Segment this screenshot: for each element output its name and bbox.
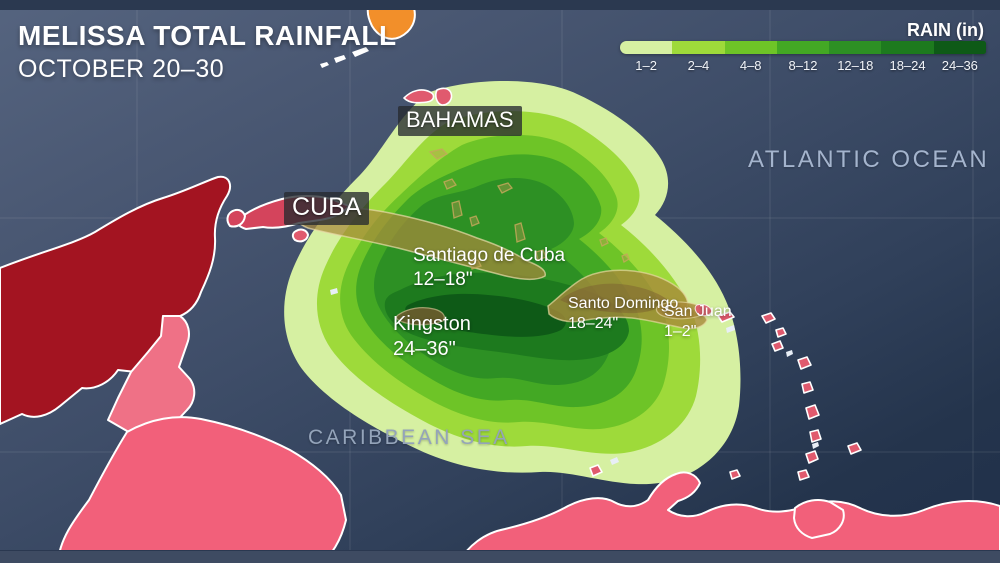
cuba-label: CUBA	[284, 192, 370, 225]
south-america-coast-landmass	[457, 471, 1000, 563]
annotation-san-juan: San Juan 1–2"	[664, 302, 732, 342]
legend-title: RAIN (in)	[907, 20, 984, 40]
annotation-city: Santiago de Cuba	[413, 245, 566, 266]
annotation-santo-domingo: Santo Domingo 18–24"	[568, 294, 678, 334]
annotation-city: Kingston	[393, 313, 471, 335]
annotation-city: San Juan	[664, 303, 732, 320]
legend-label-18-24: 18–24	[889, 58, 926, 73]
honduras-nicaragua-landmass	[57, 416, 347, 563]
atlantic-ocean-label: ATLANTIC OCEAN	[748, 146, 990, 173]
legend-label-12-18: 12–18	[837, 58, 874, 73]
legend-swatch-1-2	[620, 41, 673, 54]
cuba-west-cape	[226, 208, 246, 228]
letterbox-bottom	[0, 550, 1000, 563]
page-title: MELISSA TOTAL RAINFALL	[18, 20, 397, 51]
rainfall-legend-bar	[620, 41, 986, 54]
surrounding-land	[0, 7, 1000, 563]
caribbean-sea-label: CARIBBEAN SEA	[308, 426, 510, 449]
annotation-value: 1–2"	[664, 323, 697, 340]
legend-label-4-8: 4–8	[739, 58, 762, 73]
legend-label-8-12: 8–12	[788, 58, 818, 73]
annotation-city: Santo Domingo	[568, 295, 679, 312]
annotation-value: 18–24"	[568, 315, 619, 332]
florida-tip-landmass	[366, 7, 416, 40]
bahamas-islets	[428, 148, 630, 270]
belize-guatemala-landmass	[107, 315, 196, 441]
rainfall-contours	[284, 81, 741, 485]
legend-swatch-24-36	[933, 41, 986, 54]
jamaica-landmass	[395, 307, 446, 326]
legend-swatch-8-12	[776, 41, 830, 54]
isle-of-youth-island	[291, 228, 309, 243]
annotation-value: 24–36"	[393, 338, 456, 360]
cuba-east-landmass	[296, 206, 546, 281]
hispaniola-interior-shading	[560, 283, 668, 314]
lesser-antilles-islands	[589, 311, 862, 481]
puerto-rico-east-tip	[694, 303, 713, 317]
legend-label-2-4: 2–4	[687, 58, 710, 73]
legend-label-24-36: 24–36	[941, 58, 978, 73]
legend-swatch-2-4	[672, 41, 725, 54]
yucatan-landmass	[0, 175, 231, 425]
annotation-value: 12–18"	[413, 268, 473, 290]
small-white-cays	[330, 288, 819, 465]
bahamas-outer-islands	[403, 87, 453, 106]
rain-contour-24-36in	[405, 293, 566, 337]
date-range-subtitle: OCTOBER 20–30	[18, 55, 225, 83]
land-under-rainfall	[296, 148, 713, 330]
legend-swatch-12-18	[829, 41, 882, 54]
letterbox-top	[0, 0, 1000, 10]
annotation-kingston: Kingston 24–36"	[393, 312, 471, 362]
florida-keys-islands	[320, 47, 369, 68]
legend-swatch-18-24	[881, 41, 934, 54]
legend-swatch-4-8	[724, 41, 777, 54]
legend-label-1-2: 1–2	[635, 58, 657, 73]
annotation-santiago-de-cuba: Santiago de Cuba 12–18"	[413, 244, 565, 292]
bahamas-label: BAHAMAS	[398, 106, 522, 136]
trinidad-island	[793, 499, 845, 539]
legend-tick-labels: 1–2 2–4 4–8 8–12 12–18 18–24 24–36	[620, 58, 986, 73]
